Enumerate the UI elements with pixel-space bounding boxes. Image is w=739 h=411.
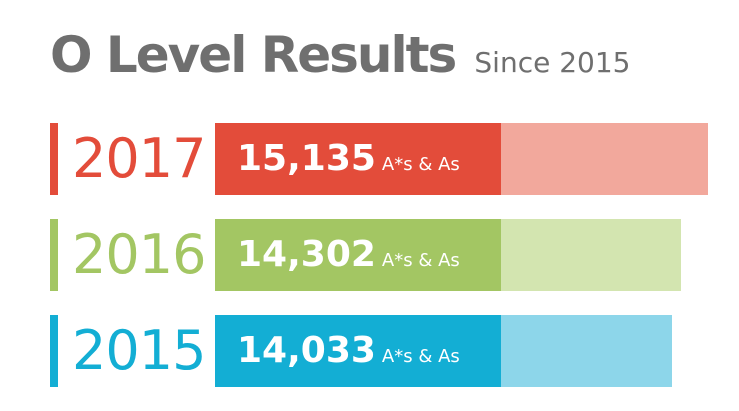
bar-label-2017: 15,135 A*s & As xyxy=(237,123,460,195)
bar-label-2016: 14,302 A*s & As xyxy=(237,219,460,291)
bar-row-2017: 2017 15,135 A*s & As xyxy=(0,123,739,195)
data-label-2016: 14,302 xyxy=(237,234,376,275)
bar-marker-2016 xyxy=(50,219,58,291)
data-label-2017: 15,135 xyxy=(237,138,376,179)
unit-label-2016: A*s & As xyxy=(381,250,460,271)
unit-label-2015: A*s & As xyxy=(381,346,460,367)
bar-label-panel-2017 xyxy=(215,123,501,195)
bar-label-panel-2016 xyxy=(215,219,501,291)
chart-subtitle: Since 2015 xyxy=(474,46,631,79)
chart-title-row: O Level Results Since 2015 xyxy=(50,26,630,84)
bar-marker-2017 xyxy=(50,123,58,195)
chart-title: O Level Results xyxy=(50,26,457,84)
category-label-2015: 2015 xyxy=(72,319,206,382)
unit-label-2017: A*s & As xyxy=(381,154,460,175)
bar-row-2016: 2016 14,302 A*s & As xyxy=(0,219,739,291)
bar-marker-2015 xyxy=(50,315,58,387)
bar-label-panel-2015 xyxy=(215,315,501,387)
category-label-2017: 2017 xyxy=(72,127,206,190)
bar-label-2015: 14,033 A*s & As xyxy=(237,315,460,387)
bar-row-2015: 2015 14,033 A*s & As xyxy=(0,315,739,387)
category-label-2016: 2016 xyxy=(72,223,206,286)
data-label-2015: 14,033 xyxy=(237,330,376,371)
